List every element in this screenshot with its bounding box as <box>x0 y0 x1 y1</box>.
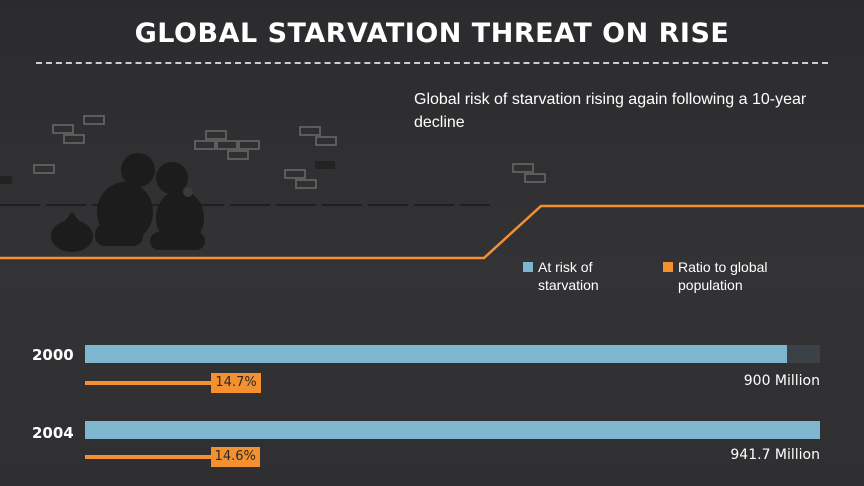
legend-label-ratio: Ratio to global population <box>678 259 768 293</box>
year-label: 2004 <box>32 424 74 442</box>
dark-brick <box>315 161 335 169</box>
legend-swatch-ratio <box>663 262 673 272</box>
ratio-bar <box>85 455 211 459</box>
at-risk-value-label: 941.7 Million <box>730 447 820 463</box>
bar-track <box>85 345 820 363</box>
people-silhouette-icon <box>95 153 205 250</box>
rising-trend-line <box>0 204 864 260</box>
at-risk-bar <box>85 345 788 363</box>
legend-swatch-at-risk <box>523 262 533 272</box>
legend-label-at-risk: At risk of starvation <box>538 259 599 293</box>
page-title: GLOBAL STARVATION THREAT ON RISE <box>134 18 730 49</box>
dark-brick <box>0 176 12 184</box>
year-label: 2000 <box>32 346 74 364</box>
at-risk-value-label: 900 Million <box>743 373 820 389</box>
at-risk-bar <box>85 421 820 439</box>
brick-wall-icon <box>33 115 546 189</box>
title-divider <box>36 62 828 64</box>
ratio-bar <box>85 381 212 385</box>
bar-track <box>85 421 820 439</box>
chart-subtitle: Global risk of starvation rising again f… <box>414 91 807 131</box>
ratio-value-label: 14.7% <box>211 373 261 393</box>
ratio-value-label: 14.6% <box>210 447 260 467</box>
bag-icon <box>51 212 93 252</box>
